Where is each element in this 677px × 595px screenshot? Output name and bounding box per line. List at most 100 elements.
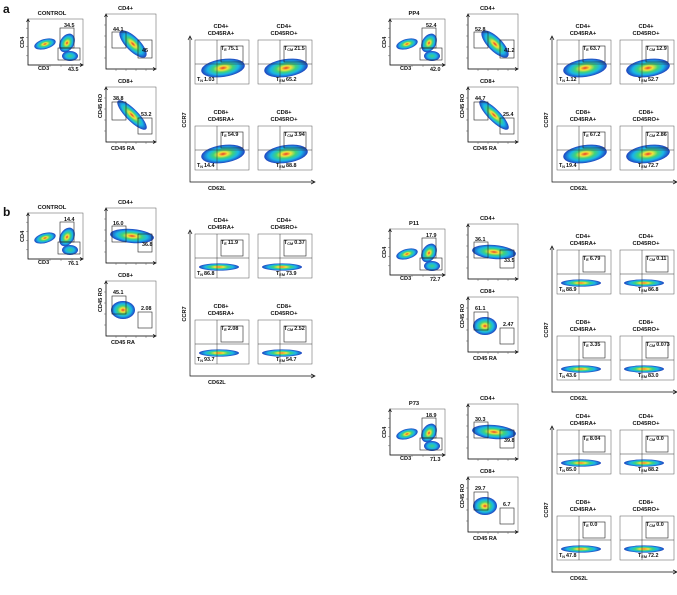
header-cd8: CD8+: [118, 79, 134, 85]
cd8-ra-value: 6.7: [503, 502, 511, 508]
axis-label-cd4: CD4: [20, 36, 26, 48]
cd8-ra-value: 25.4: [503, 112, 514, 118]
plot-header-line2: CD45RA+: [208, 311, 235, 317]
cd8-ra-value: 2.08: [141, 306, 152, 312]
quadrant-plot-cd4ra: CD4+CD45RA+ TE11.9 TN86.8: [194, 218, 250, 279]
density-cluster: [624, 365, 664, 373]
density-cluster: [561, 459, 601, 467]
density-cluster: [34, 232, 56, 244]
gate-value-cd4: 34.5: [64, 23, 75, 29]
quadrant-plot-cd8ra: CD8+CD45RA+ TE67.2 TN19.4: [556, 110, 612, 171]
cd3-cd4-plot: P73 18.9 71.3 CD4 CD3: [382, 401, 446, 463]
plot-header-line1: CD4+: [277, 218, 293, 224]
density-cluster: [472, 244, 516, 260]
density-cluster: [421, 423, 437, 443]
plot-header-line2: CD45RA+: [208, 31, 235, 37]
cd8-ro-value: 45.1: [113, 290, 124, 296]
plot-header-line1: CD8+: [576, 500, 592, 506]
plot-header-line1: CD8+: [214, 304, 230, 310]
gate-value-cd4: 18.9: [426, 413, 437, 419]
quadrant-bottom-value: TEM65.2: [276, 77, 297, 83]
plot-header-line1: CD8+: [277, 110, 293, 116]
plot-header-line1: CD8+: [639, 110, 655, 116]
plot-header-line2: CD45RO+: [633, 421, 661, 427]
quadrant-bottom-value: TEM72.2: [638, 553, 659, 559]
axis-lines: [389, 19, 445, 66]
axis-lines: [467, 14, 518, 70]
axis-lines: [467, 297, 518, 353]
plot-header-line2: CD45RO+: [633, 327, 661, 333]
gate-value-cd8: 72.7: [430, 277, 441, 283]
header-cd4: CD4+: [118, 6, 134, 12]
cd45-plots: CD4+ 52.8 41.2 CD8+ 44.7 25.4 CD45 RO CD45 RA: [460, 6, 519, 152]
cd4-ra-value: 39.8: [504, 438, 515, 444]
quadrant-bottom-value: TN14.4: [197, 163, 215, 169]
plot-header-line1: CD8+: [639, 320, 655, 326]
density-cluster: [472, 424, 516, 440]
quadrant-plot-cd4ra: CD4+CD45RA+ TE75.1 TN1.03: [194, 24, 250, 85]
quadrant-plot-cd8ro: CD8+CD45RO+ TCM0.073 TEM83.0: [619, 320, 675, 381]
density-cluster: [624, 545, 664, 553]
sample-name: P11: [409, 221, 420, 227]
cd8-ra-value: 53.2: [141, 112, 152, 118]
quadrant-plot-cd8ra: CD8+CD45RA+ TE2.08 TN93.7: [194, 304, 250, 365]
sample-name: PP4: [409, 11, 421, 17]
cd4-ro-value: 44.1: [113, 27, 124, 33]
quadrant-bottom-value: TEM86.8: [638, 287, 659, 293]
grid-axis: [551, 246, 677, 393]
panel-letter-b: b: [3, 205, 10, 219]
axis-lines: [467, 404, 518, 460]
quadrant-bottom-value: TEM88.8: [276, 163, 297, 169]
quadrant-plot-cd8ra: CD8+CD45RA+ TE3.35 TN43.6: [556, 320, 612, 381]
sample-group-a-control: CONTROL 34.5 43.5 CD4 CD3 CD4+ 44.1 45 CD8+ 38.8 5…: [20, 6, 316, 192]
cd3-cd4-plot: CONTROL 34.5 43.5 CD4 CD3: [20, 11, 84, 73]
density-cluster: [396, 38, 418, 50]
quadrant-top-value: TCM0.073: [646, 342, 670, 348]
density-cluster: [626, 144, 670, 164]
header-cd8: CD8+: [480, 79, 496, 85]
quadrant-plot-cd8ro: CD8+CD45RO+ TCM2.52 TEM54.7: [257, 304, 313, 365]
grid-axis: [189, 36, 315, 183]
density-cluster: [201, 58, 245, 78]
plot-header-line2: CD45RA+: [570, 31, 597, 37]
cd3-cd4-plot: P11 17.9 72.7 CD4 CD3: [382, 221, 446, 283]
axis-label-cd45ra: CD45 RA: [111, 146, 135, 152]
header-cd8: CD8+: [118, 273, 134, 279]
plot-header-line1: CD4+: [277, 24, 293, 30]
density-cluster: [473, 317, 497, 335]
axis-label-cd45ro: CD45 RO: [460, 303, 466, 328]
plot-header-line1: CD8+: [576, 110, 592, 116]
plot-header-line2: CD45RO+: [271, 31, 299, 37]
cd45-plots: CD4+ 44.1 45 CD8+ 38.8 53.2 CD45 RO CD45 RA: [98, 6, 157, 152]
density-cluster: [473, 497, 497, 515]
plot-header-line1: CD4+: [576, 414, 592, 420]
plot-header-line2: CD45RO+: [633, 241, 661, 247]
gate-value-cd8: 71.3: [430, 457, 441, 463]
quadrant-plot-cd4ro: CD4+CD45RO+ TCM0.11 TEM86.8: [619, 234, 675, 295]
density-cluster: [264, 144, 308, 164]
axis-lines: [389, 229, 445, 276]
quadrant-plot-cd8ra: CD8+CD45RA+ TE54.9 TN14.4: [194, 110, 250, 171]
cd4-ro-value: 36.1: [475, 237, 486, 243]
density-cluster: [117, 100, 147, 130]
quadrant-plot-cd4ro: CD4+CD45RO+ TCM12.9 TEM52.7: [619, 24, 675, 85]
quadrant-plot-cd4ro: CD4+CD45RO+ TCM21.5 TEM65.2: [257, 24, 313, 85]
quadrant-plot-cd4ro: CD4+CD45RO+ TCM0.0 TEM88.2: [619, 414, 675, 475]
quadrant-plot-cd4ro: CD4+CD45RO+ TCM0.37 TEM73.9: [257, 218, 313, 279]
density-cluster: [62, 245, 78, 255]
header-cd4: CD4+: [480, 6, 496, 12]
plot-header-line1: CD4+: [576, 24, 592, 30]
density-cluster: [59, 227, 75, 247]
density-cluster: [111, 301, 135, 319]
axis-label-ccr7: CCR7: [544, 322, 550, 337]
density-cluster: [424, 51, 440, 61]
quadrant-plot-cd4ra: CD4+CD45RA+ TE63.7 TN1.12: [556, 24, 612, 85]
quadrant-bottom-value: TN47.8: [559, 553, 577, 559]
cd4-ra-value: 41.2: [504, 48, 515, 54]
axis-lines: [389, 409, 445, 456]
header-cd8: CD8+: [480, 289, 496, 295]
density-cluster: [563, 58, 607, 78]
plot-header-line1: CD8+: [576, 320, 592, 326]
density-cluster: [262, 263, 302, 271]
axis-label-cd3: CD3: [400, 276, 411, 282]
